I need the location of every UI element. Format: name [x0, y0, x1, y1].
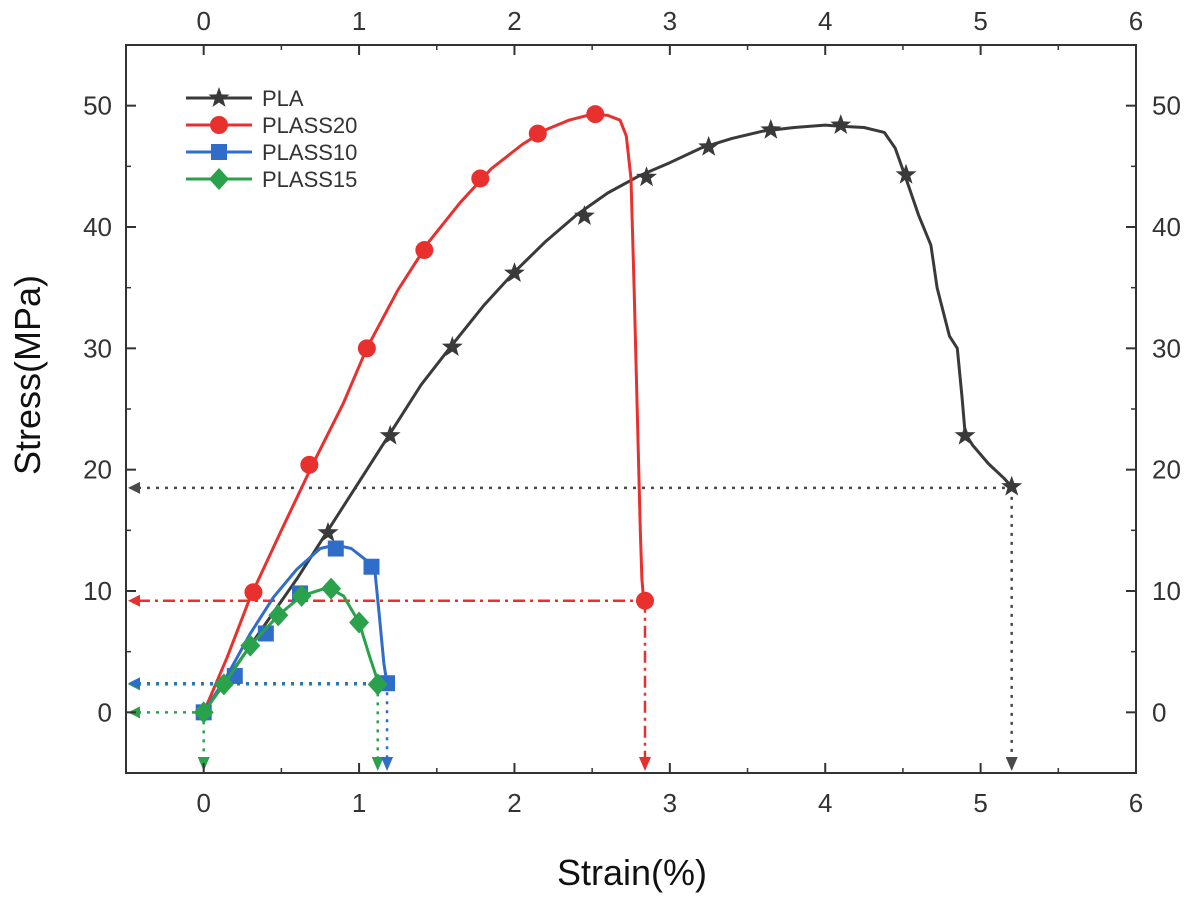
data-point	[244, 583, 263, 602]
y-tick-label-left: 30	[83, 333, 112, 363]
series-line	[202, 123, 1013, 714]
data-point	[268, 604, 289, 627]
axis-ticks: 0 0 1 1 2 2 3 3 4 4 5 5 6 6 0 0 10 10 20 20 30 30 40 40 50 50	[83, 6, 1181, 818]
data-point	[573, 205, 595, 225]
data-point	[895, 163, 917, 184]
data-point	[213, 673, 234, 696]
data-point	[321, 577, 342, 600]
legend-marker-square-icon	[211, 144, 227, 160]
data-point	[441, 336, 463, 356]
legend-marker-circle-icon	[210, 116, 228, 134]
y-tick-label-right: 30	[1152, 333, 1181, 363]
data-point	[528, 124, 547, 143]
data-point	[357, 339, 376, 358]
y-tick-label-right: 40	[1152, 212, 1181, 242]
x-tick-label-top: 5	[973, 6, 987, 36]
down-arrow-icon	[381, 757, 394, 771]
y-axis-title: Stress(MPa)	[7, 275, 48, 475]
y-tick-label-right: 10	[1152, 576, 1181, 606]
legend-marker-star-icon	[208, 87, 230, 107]
series-group	[193, 105, 1023, 724]
data-point	[760, 118, 782, 139]
y-tick-label-right: 0	[1152, 697, 1166, 727]
data-point	[586, 105, 605, 124]
left-arrow-icon	[128, 594, 140, 607]
x-tick-label-bottom: 6	[1129, 788, 1143, 818]
legend-label: PLASS10	[262, 140, 357, 165]
x-tick-label-bottom: 5	[973, 788, 987, 818]
y-tick-label-left: 20	[83, 455, 112, 485]
x-tick-label-top: 3	[663, 6, 677, 36]
x-tick-label-bottom: 0	[196, 788, 210, 818]
x-tick-label-top: 4	[818, 6, 832, 36]
series-plass20	[202, 105, 654, 713]
x-tick-label-top: 1	[352, 6, 366, 36]
left-arrow-icon	[128, 677, 140, 690]
x-tick-label-top: 6	[1129, 6, 1143, 36]
legend-label: PLASS20	[262, 113, 357, 138]
x-tick-label-top: 0	[196, 6, 210, 36]
left-arrow-icon	[128, 481, 140, 494]
x-axis-title: Strain(%)	[557, 852, 707, 893]
legend-label: PLASS15	[262, 167, 357, 192]
data-point	[349, 611, 370, 634]
data-point	[363, 558, 380, 575]
data-point	[1001, 475, 1023, 496]
data-point	[379, 424, 401, 445]
data-point	[327, 540, 344, 557]
data-point	[830, 114, 852, 134]
data-point	[954, 424, 976, 445]
legend-label: PLA	[262, 86, 304, 111]
data-point	[415, 241, 434, 260]
series-pla	[202, 114, 1023, 714]
data-point	[257, 625, 274, 642]
data-point	[504, 262, 525, 282]
y-tick-label-left: 50	[83, 91, 112, 121]
down-arrow-icon	[638, 757, 651, 771]
y-tick-label-left: 10	[83, 576, 112, 606]
x-tick-label-bottom: 2	[507, 788, 521, 818]
x-tick-label-top: 2	[507, 6, 521, 36]
x-tick-label-bottom: 4	[818, 788, 832, 818]
data-point	[300, 455, 319, 474]
data-point	[367, 673, 388, 696]
data-point	[317, 521, 339, 542]
down-arrow-icon	[1005, 757, 1018, 771]
x-tick-label-bottom: 3	[663, 788, 677, 818]
legend-marker-diamond-icon	[209, 168, 229, 190]
y-tick-label-left: 40	[83, 212, 112, 242]
data-point	[471, 169, 490, 188]
data-point	[698, 135, 720, 156]
down-arrow-icon	[371, 757, 384, 771]
data-point	[193, 701, 214, 724]
x-tick-label-bottom: 1	[352, 788, 366, 818]
y-tick-label-right: 20	[1152, 455, 1181, 485]
y-tick-label-left: 0	[98, 697, 112, 727]
data-point	[636, 166, 657, 187]
data-point	[635, 591, 654, 610]
data-point	[291, 584, 312, 607]
series-plass15	[193, 577, 388, 724]
data-point	[240, 634, 261, 657]
y-tick-label-right: 50	[1152, 91, 1181, 121]
